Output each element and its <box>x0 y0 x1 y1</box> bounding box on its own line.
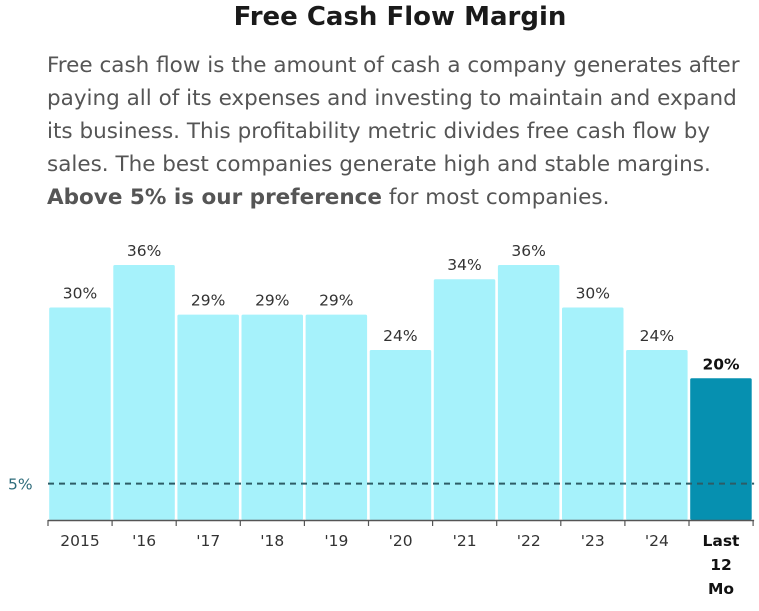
bar-5 <box>369 350 432 520</box>
bar-value-label-8: 30% <box>576 285 610 303</box>
x-tick-label-4: '19 <box>324 532 348 550</box>
bar-8 <box>562 307 624 520</box>
bar-6 <box>433 279 496 520</box>
bar-1 <box>113 265 175 520</box>
bars-group <box>49 265 752 520</box>
bar-value-label-3: 29% <box>255 292 289 310</box>
bar-0 <box>49 307 111 520</box>
bar-value-label-0: 30% <box>63 285 97 303</box>
bar-3 <box>241 314 303 520</box>
bar-value-label-7: 36% <box>511 242 545 260</box>
x-tick-label-3: '18 <box>260 532 284 550</box>
bar-value-label-6: 34% <box>447 256 481 274</box>
bar-value-label-9: 24% <box>640 327 674 345</box>
description-emphasis: Above 5% is our preference <box>47 185 383 210</box>
x-tick-labels-group: 2015 '16 '17 '18 '19 '20 '21 '22 '23 '24 Last 12 Mo <box>60 532 740 598</box>
x-tick-label-10: Last 12 Mo <box>703 532 741 598</box>
x-ticks-group <box>47 520 754 526</box>
chart-description: Free cash flow is the amount of cash a c… <box>47 49 747 214</box>
bar-2 <box>177 314 239 520</box>
bar-labels-group: 30% 36% 29% 29% 29% 24% 34% 36% 30% 24% 20% <box>63 242 740 373</box>
chart-title: Free Cash Flow Margin <box>233 2 567 32</box>
bar-value-label-2: 29% <box>191 292 225 310</box>
bar-9 <box>626 350 688 520</box>
x-tick-label-0: 2015 <box>60 532 99 550</box>
bar-4 <box>305 314 368 520</box>
bar-10 <box>690 378 752 520</box>
x-tick-label-2: '17 <box>196 532 220 550</box>
bar-value-label-10: 20% <box>702 355 740 373</box>
x-tick-label-5: '20 <box>389 532 413 550</box>
bar-value-label-4: 29% <box>319 292 353 310</box>
description-intro: Free cash flow is the amount of cash a c… <box>47 53 740 177</box>
x-tick-label-1: '16 <box>132 532 156 550</box>
bar-7 <box>497 265 560 520</box>
bar-value-label-1: 36% <box>127 242 161 260</box>
reference-line-label: 5% <box>8 476 33 494</box>
x-tick-label-9: '24 <box>645 532 669 550</box>
x-tick-label-8: '23 <box>581 532 605 550</box>
description-outro: for most companies. <box>388 185 610 210</box>
x-tick-label-7: '22 <box>517 532 541 550</box>
x-tick-label-6: '21 <box>453 532 477 550</box>
bar-value-label-5: 24% <box>383 327 417 345</box>
